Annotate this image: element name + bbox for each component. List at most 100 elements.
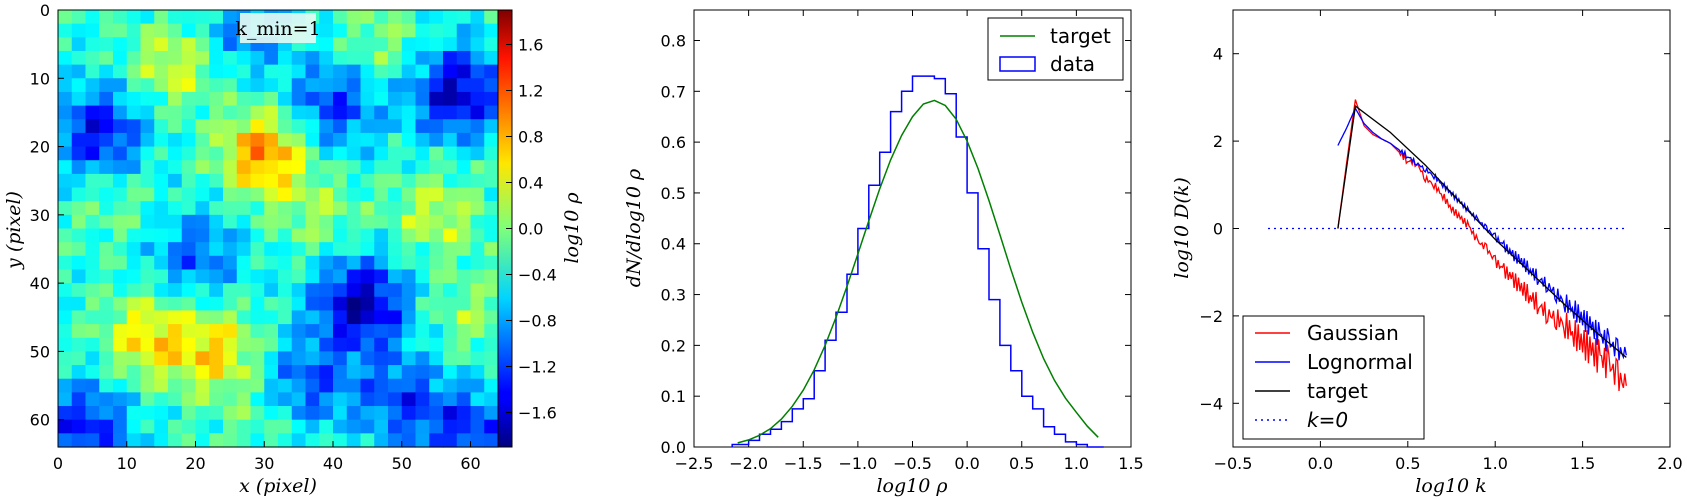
heatmap-cell <box>58 406 73 421</box>
heatmap-cell <box>470 37 485 52</box>
heatmap-cell <box>250 78 265 93</box>
heatmap-cell <box>429 214 444 230</box>
heatmap-cell <box>470 23 485 38</box>
heatmap-cell <box>71 392 87 407</box>
heatmap-cell <box>333 214 348 230</box>
heatmap-cell <box>319 269 334 284</box>
heatmap-cell <box>305 269 320 284</box>
heatmap-cell <box>223 37 238 52</box>
heatmap-cell <box>346 296 362 312</box>
heatmap-cell <box>209 324 224 339</box>
heatmap-cell <box>456 310 472 325</box>
heatmap-cell <box>223 419 238 434</box>
heatmap-cell <box>113 255 128 271</box>
heatmap-cell <box>360 242 375 257</box>
heatmap-cell <box>346 119 362 134</box>
heatmap-cell <box>278 50 293 66</box>
heatmap-cell <box>250 64 265 79</box>
heatmap-cell <box>99 378 114 393</box>
heatmap-cell <box>443 296 458 312</box>
heatmap-cell <box>223 201 238 216</box>
heatmap-cell <box>401 337 417 353</box>
heatmap-cell <box>140 378 155 393</box>
heatmap-cell <box>181 105 197 120</box>
colorbar-tick-label: 0.8 <box>518 128 543 147</box>
heatmap-cell <box>319 119 334 134</box>
heatmap-cell <box>250 283 265 298</box>
heatmap-cell <box>168 255 183 271</box>
heatmap-cell <box>99 269 114 284</box>
x-tick-label: 1.0 <box>1064 454 1089 473</box>
heatmap-cell <box>168 160 183 175</box>
heatmap-cell <box>470 214 485 230</box>
heatmap-cell <box>195 228 210 243</box>
heatmap-cell <box>250 132 265 148</box>
heatmap-cell <box>209 419 224 434</box>
heatmap-cell <box>223 310 238 325</box>
x-tick-label: 30 <box>254 454 274 473</box>
x-tick-label: 0.5 <box>1395 454 1420 473</box>
heatmap-cell <box>374 91 389 107</box>
heatmap-cell <box>140 351 155 366</box>
series-data-histogram <box>731 75 1104 448</box>
heatmap-cell <box>456 419 472 434</box>
heatmap-cell <box>236 132 252 148</box>
heatmap-cell <box>278 255 293 271</box>
heatmap-cell <box>58 283 73 298</box>
heatmap-cell <box>126 119 142 134</box>
heatmap-cell <box>319 296 334 312</box>
heatmap-cell <box>85 132 100 148</box>
colorbar-ticks: 1.6 1.2 0.8 0.4 0.0 −0.4 −0.8 −1.2 −1.6 <box>506 36 557 423</box>
heatmap-cell <box>291 419 307 434</box>
heatmap-cell <box>278 146 293 161</box>
heatmap-cell <box>264 419 279 434</box>
heatmap-cell <box>388 187 403 202</box>
y-tick-label: 60 <box>30 411 50 430</box>
heatmap-cell <box>223 119 238 134</box>
heatmap-cell <box>58 378 73 393</box>
heatmap-cell <box>429 187 444 202</box>
heatmap-cell <box>429 105 444 120</box>
heatmap-cell <box>388 119 403 134</box>
heatmap-cell <box>346 105 362 120</box>
heatmap-cell <box>264 214 279 230</box>
heatmap-cell <box>85 310 100 325</box>
heatmap-cell <box>360 337 375 353</box>
heatmap-cell <box>333 310 348 325</box>
heatmap-cell <box>236 283 252 298</box>
heatmap-cell <box>223 296 238 312</box>
heatmap-cell <box>484 269 499 284</box>
heatmap-cell <box>374 23 389 38</box>
heatmap-cell <box>401 269 417 284</box>
heatmap-cell <box>484 392 499 407</box>
heatmap-cell <box>388 23 403 38</box>
heatmap-cell <box>99 78 114 93</box>
heatmap-cell <box>195 214 210 230</box>
heatmap-cell <box>140 78 155 93</box>
heatmap-cell <box>250 365 265 380</box>
heatmap-cell <box>443 378 458 393</box>
heatmap-cell <box>209 201 224 216</box>
heatmap-cell <box>99 296 114 312</box>
y-tick-label: 0.6 <box>661 133 686 152</box>
heatmap-cell <box>126 228 142 243</box>
heatmap-cell <box>319 433 334 448</box>
heatmap-cell <box>429 160 444 175</box>
heatmap-cell <box>85 37 100 52</box>
heatmap-cell <box>360 50 375 66</box>
heatmap-cell <box>415 119 430 134</box>
heatmap-cell <box>126 173 142 189</box>
heatmap-cell <box>195 365 210 380</box>
heatmap-cell <box>195 50 210 66</box>
heatmap-cell <box>264 64 279 79</box>
heatmap-cell <box>250 119 265 134</box>
heatmap-cell <box>71 419 87 434</box>
heatmap-cell <box>236 50 252 66</box>
heatmap-cell <box>71 433 87 448</box>
spectrum-ylabel: log10 D(k) <box>1171 177 1193 278</box>
heatmap-cell <box>456 255 472 271</box>
series-target-line <box>737 99 1099 444</box>
heatmap-cell <box>58 392 73 407</box>
heatmap-cell <box>250 160 265 175</box>
histogram-legend: target data <box>987 17 1124 81</box>
